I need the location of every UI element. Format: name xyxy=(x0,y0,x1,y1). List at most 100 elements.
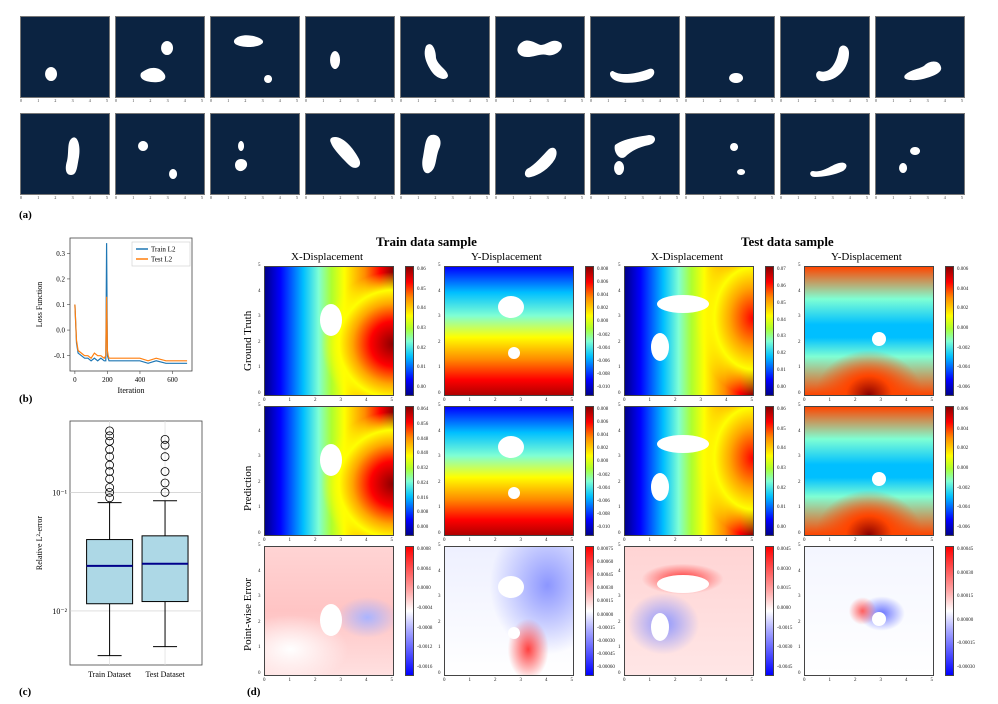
inclusion-shape xyxy=(614,161,625,175)
y-tick-label: 3 xyxy=(438,594,441,599)
y-tick-label: 3 xyxy=(438,314,441,319)
y-tick-label: 4 xyxy=(618,428,621,434)
tile-tick-label: 3 xyxy=(166,98,169,103)
x-tick-label: 4 xyxy=(725,538,728,543)
outlier-point xyxy=(105,483,114,492)
inclusion-shape xyxy=(169,169,178,179)
x-tick-label: 2 xyxy=(494,678,497,683)
y-tick-label: 2 xyxy=(798,479,801,485)
x-tick-label: 600 xyxy=(167,376,178,384)
x-tick-label: 0 xyxy=(263,398,266,403)
outlier-point xyxy=(160,487,170,497)
y-tick-label: 4 xyxy=(258,428,261,434)
colorbar-tick-label: 0.000 xyxy=(597,459,609,465)
colorbar-tick-label: 0.032 xyxy=(417,466,429,471)
colorbar-tick-label: 0.01 xyxy=(777,368,786,374)
y-tick-label: 5 xyxy=(438,263,441,268)
tile-tick-label: 2 xyxy=(54,195,57,200)
y-tick-label: 0 xyxy=(258,530,261,536)
inclusion-hole xyxy=(320,604,342,636)
tile-tick-label: 3 xyxy=(356,195,359,200)
inclusion-shape xyxy=(524,147,557,178)
shape-tile xyxy=(495,113,585,195)
colorbar-tick-label: 0.040 xyxy=(417,451,429,457)
x-tick-label: 3 xyxy=(339,538,343,543)
y-tick-label: 3 xyxy=(618,594,621,599)
tile-tick-label: 0 xyxy=(400,98,402,103)
y-tick-label: 2 xyxy=(798,619,801,625)
tile-tick-label: 3 xyxy=(831,98,834,103)
column-title: Y-Displacement xyxy=(831,251,902,263)
tile-tick-label: 1 xyxy=(797,98,800,103)
colorbar-tick-label: 0.04 xyxy=(777,446,786,452)
tile-tick-label: 4 xyxy=(183,98,186,103)
x-tick-label: 3 xyxy=(339,398,343,403)
inclusion-shape xyxy=(330,51,341,69)
inclusion-shape xyxy=(45,67,58,81)
tile-tick-label: 4 xyxy=(848,98,851,103)
inclusion-shape xyxy=(614,135,655,158)
shape-tile xyxy=(875,16,965,98)
colorbar-tick-label: 0.00075 xyxy=(597,547,614,552)
colorbar-tick-label: 0.04 xyxy=(777,317,786,323)
tile-tick-label: 5 xyxy=(201,195,203,200)
outlier-point xyxy=(160,440,170,450)
x-tick-label: 3 xyxy=(699,678,703,683)
tile-tick-label: 5 xyxy=(866,98,868,103)
tile-tick-label: 3 xyxy=(641,195,644,200)
colorbar-tick-label: -0.004 xyxy=(957,505,970,511)
x-tick-label: 1 xyxy=(468,678,472,683)
x-tick-label: 0 xyxy=(443,678,446,683)
inclusion-hole xyxy=(508,347,520,359)
x-tick-label: 5 xyxy=(570,678,574,683)
loss-legend: Train L2 Test L2 xyxy=(131,241,191,267)
x-tick-label: 4 xyxy=(365,398,368,403)
tile-tick-label: 0 xyxy=(875,98,877,103)
colorbar-tick-label: -0.008 xyxy=(597,511,610,517)
x-tick-label: 4 xyxy=(545,398,548,403)
loss-series-test-l2 xyxy=(74,296,188,362)
displacement-heatmap xyxy=(444,266,574,396)
y-tick-label: 1 xyxy=(798,365,801,370)
colorbar-tick-label: -0.0008 xyxy=(417,625,433,631)
y-tick-label: 4 xyxy=(258,288,261,294)
colorbar-tick-label: -0.00030 xyxy=(957,665,975,670)
displacement-heatmap xyxy=(804,266,934,396)
tile-tick-label: 3 xyxy=(166,195,169,200)
y-tick-label: 1 xyxy=(438,645,441,650)
tile-tick-label: 1 xyxy=(417,195,420,200)
tile-tick-label: 0 xyxy=(495,195,497,200)
y-tick-label: 5 xyxy=(258,263,261,268)
x-tick-label: 2 xyxy=(314,678,317,683)
displacement-heatmap xyxy=(624,546,754,676)
tile-tick-label: 0 xyxy=(20,195,22,200)
tile-tick-label: 4 xyxy=(373,195,376,200)
y-tick-label: 4 xyxy=(438,288,441,294)
legend-label: Test L2 xyxy=(151,256,173,264)
x-tick-label: 3 xyxy=(519,538,523,543)
colorbar xyxy=(945,406,954,536)
tile-tick-label: 3 xyxy=(736,98,739,103)
y-tick-label: 4 xyxy=(438,428,441,434)
colorbar-tick-label: -0.00060 xyxy=(597,665,615,670)
y-tick-label: 1 xyxy=(618,645,621,650)
y-tick-label: 2 xyxy=(438,339,441,345)
x-tick-label: 1 xyxy=(828,398,832,403)
inclusion-shape xyxy=(729,73,744,83)
tile-tick-label: 2 xyxy=(54,98,57,103)
displacement-heatmap xyxy=(804,406,934,536)
tile-tick-label: 3 xyxy=(546,195,549,200)
inclusion-shape xyxy=(810,162,847,177)
tile-tick-label: 2 xyxy=(434,98,437,103)
x-tick-label: 4 xyxy=(905,538,908,543)
inclusion-shape xyxy=(610,68,655,83)
tile-tick-label: 5 xyxy=(106,98,108,103)
x-tick-label: 400 xyxy=(135,376,146,384)
x-category-label: Test Dataset xyxy=(145,670,185,679)
tile-tick-label: 2 xyxy=(244,195,247,200)
y-tick-label: 3 xyxy=(258,454,261,459)
colorbar-tick-label: -0.00015 xyxy=(957,641,975,647)
outlier-point xyxy=(105,493,114,503)
displacement-heatmap xyxy=(624,266,754,396)
colorbar-tick-label: 0.006 xyxy=(597,280,609,286)
